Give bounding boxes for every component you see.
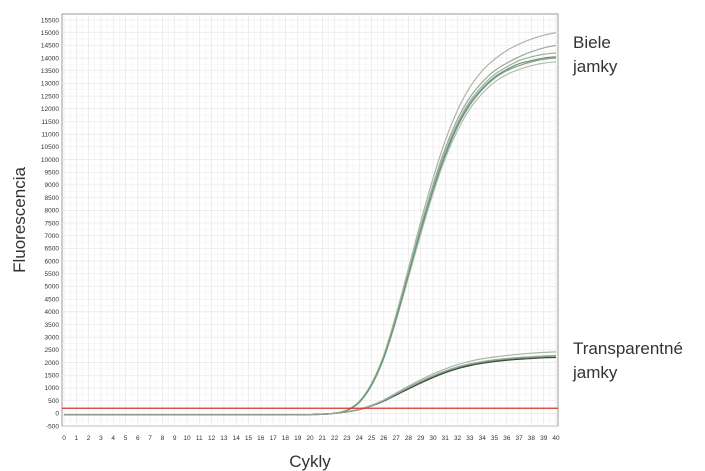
y-tick-label: 14000 <box>41 55 59 62</box>
x-tick-label: 17 <box>269 435 277 442</box>
y-tick-label: 9000 <box>45 182 60 189</box>
y-tick-label: 4500 <box>45 296 60 303</box>
y-tick-label: 4000 <box>45 309 60 316</box>
y-tick-label: 12500 <box>41 93 59 100</box>
y-tick-label: 1000 <box>45 385 60 392</box>
y-tick-label: 3000 <box>45 334 60 341</box>
x-tick-label: 40 <box>552 435 560 442</box>
y-tick-label: -500 <box>46 423 59 430</box>
y-tick-label: 0 <box>55 411 59 418</box>
y-axis-title: Fluorescencia <box>10 167 29 273</box>
x-tick-label: 25 <box>368 435 376 442</box>
y-tick-label: 5500 <box>45 271 60 278</box>
y-tick-label: 500 <box>48 398 59 405</box>
x-tick-label: 12 <box>208 435 216 442</box>
y-tick-label: 7000 <box>45 233 60 240</box>
x-tick-label: 13 <box>220 435 228 442</box>
y-tick-label: 5000 <box>45 284 60 291</box>
x-tick-label: 36 <box>503 435 511 442</box>
y-tick-label: 1500 <box>45 373 60 380</box>
x-tick-label: 4 <box>111 435 115 442</box>
x-tick-label: 2 <box>87 435 91 442</box>
x-tick-label: 7 <box>148 435 152 442</box>
y-tick-label: 6500 <box>45 246 60 253</box>
group-1-label-line-2: jamky <box>572 57 618 76</box>
y-tick-label: 15500 <box>41 17 59 24</box>
x-tick-label: 15 <box>245 435 253 442</box>
group-2-label-line-1: Transparentné <box>573 339 683 358</box>
y-tick-label: 14500 <box>41 43 59 50</box>
x-tick-label: 32 <box>454 435 462 442</box>
x-tick-label: 20 <box>306 435 314 442</box>
x-tick-label: 1 <box>74 435 78 442</box>
x-tick-label: 34 <box>479 435 487 442</box>
x-tick-label: 26 <box>380 435 388 442</box>
x-tick-label: 23 <box>343 435 351 442</box>
x-tick-label: 19 <box>294 435 302 442</box>
x-tick-label: 33 <box>466 435 474 442</box>
x-tick-label: 0 <box>62 435 66 442</box>
y-tick-label: 10000 <box>41 157 59 164</box>
x-tick-label: 16 <box>257 435 265 442</box>
x-axis-title: Cykly <box>289 452 331 471</box>
y-tick-label: 9500 <box>45 170 60 177</box>
y-tick-label: 10500 <box>41 144 59 151</box>
x-tick-label: 6 <box>136 435 140 442</box>
x-tick-label: 8 <box>161 435 165 442</box>
x-tick-label: 38 <box>528 435 536 442</box>
group-annotations: Biele jamky Transparentné jamky <box>572 33 683 382</box>
x-tick-label: 35 <box>491 435 499 442</box>
y-tick-label: 12000 <box>41 106 59 113</box>
x-tick-label: 28 <box>405 435 413 442</box>
x-tick-label: 29 <box>417 435 425 442</box>
x-tick-label: 30 <box>429 435 437 442</box>
y-tick-label: 2000 <box>45 360 60 367</box>
y-tick-label: 7500 <box>45 220 60 227</box>
x-tick-label: 18 <box>282 435 290 442</box>
y-tick-label: 6000 <box>45 258 60 265</box>
x-tick-label: 39 <box>540 435 548 442</box>
x-tick-label: 14 <box>233 435 241 442</box>
amplification-curves <box>63 32 557 416</box>
y-tick-label: 13000 <box>41 81 59 88</box>
group-1-label-line-1: Biele <box>573 33 611 52</box>
x-tick-label: 37 <box>515 435 523 442</box>
y-tick-label: 11500 <box>41 119 59 126</box>
x-tick-label: 9 <box>173 435 177 442</box>
y-tick-label: 8000 <box>45 208 60 215</box>
x-tick-label: 11 <box>196 435 203 442</box>
x-tick-label: 3 <box>99 435 103 442</box>
x-tick-label: 27 <box>392 435 400 442</box>
y-tick-label: 2500 <box>45 347 60 354</box>
curve-group-2-series-4 <box>63 354 557 416</box>
x-tick-label: 24 <box>356 435 364 442</box>
x-tick-labels: 0 1 2 3 4 5 6 7 8 9 10 11 12 13 14 15 16 17 18 19 20 21 22 23 24… <box>62 435 560 442</box>
y-tick-label: 3500 <box>45 322 60 329</box>
y-tick-label: 15000 <box>41 30 59 37</box>
x-tick-label: 22 <box>331 435 339 442</box>
group-2-label-line-2: jamky <box>572 363 618 382</box>
x-tick-label: 5 <box>124 435 128 442</box>
x-tick-label: 31 <box>442 435 450 442</box>
y-tick-label: 11000 <box>41 131 59 138</box>
y-tick-labels: -500 0 500 1000 1500 2000 2500 3000 3500 4000 4500… <box>41 17 59 430</box>
x-tick-label: 10 <box>183 435 191 442</box>
y-tick-label: 13500 <box>41 68 59 75</box>
y-tick-label: 8500 <box>45 195 60 202</box>
x-tick-label: 21 <box>319 435 327 442</box>
